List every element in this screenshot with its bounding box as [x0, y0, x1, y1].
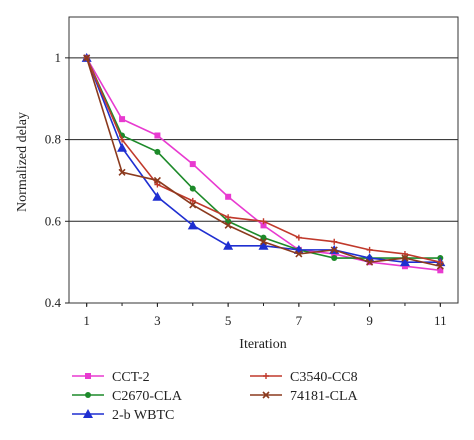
series-line — [85, 57, 441, 263]
y-axis-label: Normalized delay — [15, 112, 30, 212]
data-point — [85, 392, 91, 398]
legend-item: CCT-2 — [72, 370, 150, 385]
data-point — [152, 191, 163, 201]
x-tick-label: 3 — [154, 313, 161, 328]
data-point — [260, 218, 267, 225]
x-tick-label: 11 — [434, 313, 447, 328]
data-point — [117, 142, 128, 152]
data-point — [189, 201, 197, 209]
data-point — [154, 132, 161, 139]
data-point — [262, 391, 270, 399]
data-point — [401, 263, 408, 270]
x-tick-label: 5 — [225, 313, 232, 328]
x-tick-label: 7 — [296, 313, 303, 328]
data-point — [118, 168, 126, 176]
data-point — [331, 255, 338, 262]
legend-item: 74181-CLA — [250, 389, 359, 404]
series-2-b-wbtc — [81, 52, 446, 267]
legend: CCT-2 C2670-CLA 2-b WBTC C3540-CC8 74181-CLA — [72, 370, 359, 423]
series-74181-cla — [83, 54, 444, 270]
data-point — [437, 259, 444, 266]
data-point — [225, 193, 232, 200]
data-point — [295, 250, 303, 258]
series-c2670-cla — [83, 54, 444, 262]
data-point — [366, 258, 374, 266]
data-point — [153, 176, 161, 184]
series-c3540-cc8 — [83, 54, 444, 266]
data-point — [260, 222, 267, 229]
data-point — [258, 240, 269, 250]
data-point — [83, 409, 93, 418]
data-point — [83, 54, 91, 62]
data-point — [154, 181, 161, 188]
data-point — [189, 197, 196, 204]
legend-label: 74181-CLA — [290, 389, 359, 404]
legend-label: C2670-CLA — [112, 389, 183, 404]
data-point — [331, 238, 338, 245]
y-tick-label: 1 — [55, 50, 62, 65]
data-point — [189, 185, 196, 192]
data-point — [437, 267, 444, 274]
legend-item: 2-b WBTC — [72, 408, 174, 423]
legend-item: C2670-CLA — [72, 389, 183, 404]
x-axis-label: Iteration — [239, 337, 286, 352]
legend-item: C3540-CC8 — [250, 370, 358, 385]
x-tick-label: 1 — [83, 313, 90, 328]
y-tick-label: 0.8 — [45, 132, 61, 147]
data-point — [331, 250, 338, 257]
data-point — [366, 246, 373, 253]
data-point — [225, 214, 232, 221]
data-point — [263, 373, 269, 379]
legend-label: CCT-2 — [112, 370, 150, 385]
data-point — [436, 262, 444, 270]
data-point — [224, 221, 232, 229]
y-tick-label: 0.4 — [45, 295, 62, 310]
series-line — [85, 57, 441, 263]
legend-label: 2-b WBTC — [112, 408, 174, 423]
data-point — [154, 148, 161, 155]
data-point — [401, 254, 409, 262]
data-point — [330, 246, 338, 254]
plot-area-frame — [68, 16, 459, 304]
legend-label: C3540-CC8 — [290, 370, 358, 385]
data-point — [189, 161, 196, 168]
data-point — [119, 116, 126, 123]
data-point — [223, 240, 234, 250]
data-point — [295, 234, 302, 241]
data-point — [85, 373, 91, 379]
series-group — [81, 52, 446, 274]
y-tick-label: 0.6 — [45, 213, 62, 228]
data-point — [401, 250, 408, 257]
data-point — [399, 257, 410, 267]
data-point — [259, 238, 268, 246]
axis-ticks: 0.40.60.811 3 5 7 9 11 — [45, 50, 447, 328]
data-point — [119, 136, 126, 143]
data-point — [187, 220, 198, 230]
x-tick-label: 9 — [366, 313, 373, 328]
